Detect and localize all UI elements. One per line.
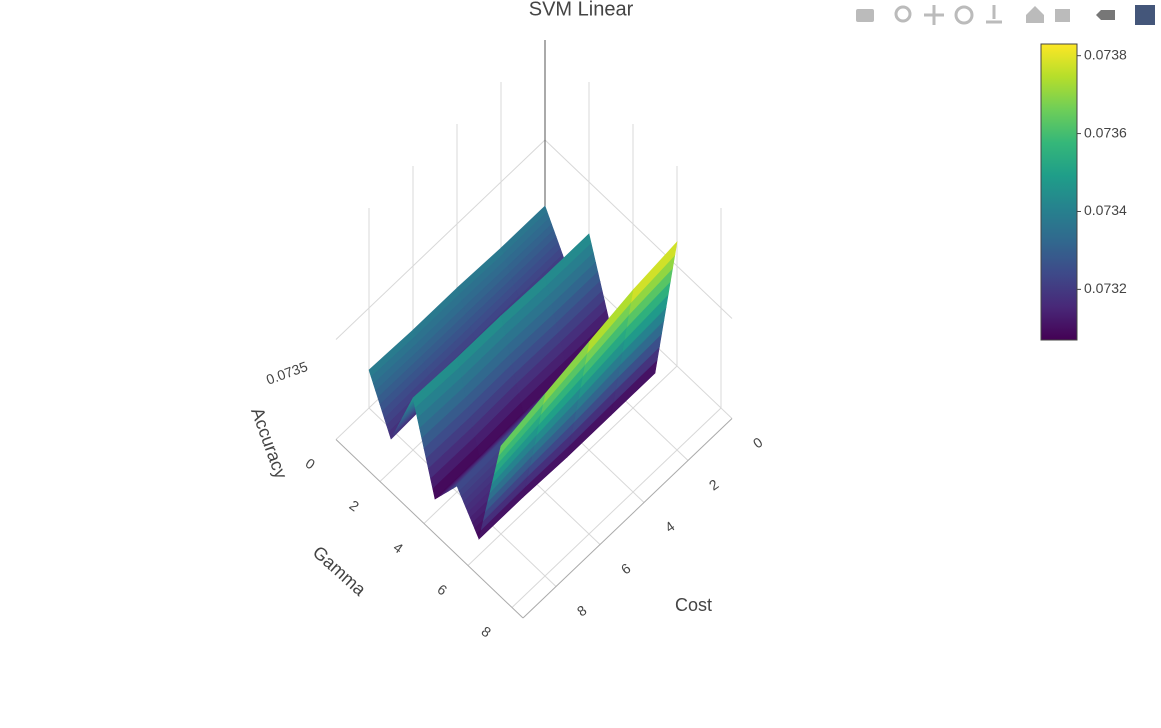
grid-line	[368, 208, 557, 587]
colorbar-tick-label: 0.0734	[1084, 202, 1127, 218]
x-tick-label: 6	[435, 581, 451, 599]
scene: 0 2 4 6 8 0 2 4 6 8 0.0735 Gamma Cost Accuracy	[247, 40, 766, 641]
colorbar-tick-label: 0.0736	[1084, 124, 1127, 140]
turntable-icon[interactable]	[986, 5, 1002, 24]
colorbar-gradient	[1040, 43, 1078, 341]
y-tick-label: 0	[750, 434, 766, 452]
y-tick-label: 4	[662, 518, 678, 536]
y-tick-label: 2	[706, 476, 722, 494]
y-tick-label: 6	[618, 560, 634, 578]
pan-icon[interactable]	[924, 5, 944, 25]
chart-title: SVM Linear	[529, 0, 634, 20]
home-icon[interactable]	[1026, 6, 1044, 23]
orbit-icon[interactable]	[954, 5, 974, 25]
plotly-logo[interactable]	[1135, 5, 1155, 25]
z-axis-title: Accuracy	[247, 405, 291, 481]
y-axis-line	[522, 418, 733, 619]
modebar	[856, 5, 1155, 25]
hover-icon[interactable]	[1096, 10, 1115, 20]
zoom-icon[interactable]	[894, 5, 912, 23]
x-axis-title: Gamma	[309, 542, 371, 600]
camera-icon[interactable]	[856, 9, 874, 22]
x-tick-label: 2	[347, 497, 363, 515]
surface-patch	[498, 393, 546, 456]
x-tick-label: 8	[479, 623, 495, 641]
y-axis-title: Cost	[675, 595, 712, 615]
colorbar-tick-label: 0.0732	[1084, 280, 1127, 296]
colorbar-tick-label: 0.0738	[1084, 46, 1127, 62]
z-tick-label: 0.0735	[264, 358, 310, 388]
colorbar: 0.0732 0.0734 0.0736 0.0738	[1040, 43, 1127, 341]
x-tick-label: 0	[303, 455, 319, 473]
x-tick-label: 4	[391, 539, 407, 557]
y-tick-label: 8	[574, 602, 590, 620]
x-axis-line	[335, 439, 524, 619]
camera-views-icon[interactable]	[1055, 9, 1070, 22]
